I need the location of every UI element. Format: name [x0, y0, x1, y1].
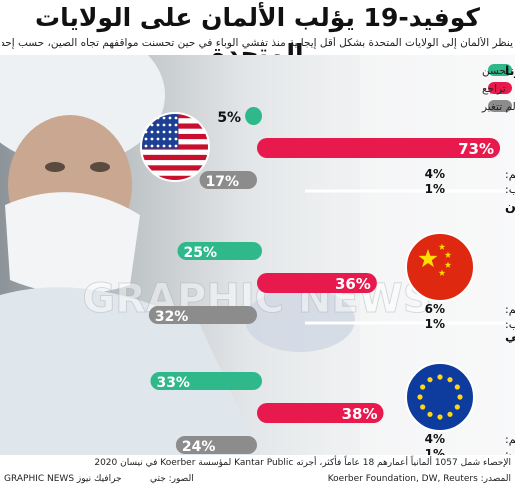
- china-flag: [405, 232, 475, 302]
- bar-worsened-label: 73%: [458, 140, 494, 158]
- legend-swatch-improved: [488, 64, 512, 76]
- legend-label-improved: تحسن: [482, 65, 509, 77]
- bar-improved: [150, 372, 262, 390]
- dont-know-label: لا أعلم:: [505, 302, 515, 316]
- group-title: رأيهم في الصين: [505, 197, 515, 213]
- bar-improved-label: 5%: [217, 110, 241, 126]
- bar-worsened: [257, 138, 501, 158]
- no-answer-value: 1%: [425, 447, 445, 455]
- bar-improved-label: 33%: [156, 375, 190, 391]
- bar-unchanged-label: 17%: [206, 174, 240, 190]
- background-photo: GRAPHIC NEWS تحسن تراجع لم تتغير رأيهم في ال…: [0, 55, 515, 455]
- eye-shape: [90, 162, 110, 172]
- usa-flag: [140, 112, 210, 182]
- page-title: كوفيد-19 يؤلب الألمان على الولايات المتح…: [35, 3, 480, 68]
- bar-improved: [245, 107, 262, 125]
- group-title: رأيهم في الولايات المتحدة بشأن أزمة فيرو…: [505, 62, 515, 78]
- bar-unchanged-label: 24%: [182, 439, 216, 455]
- bar-worsened: [257, 273, 377, 293]
- dont-know-label: لا أعلم:: [505, 432, 515, 446]
- group-title: رأيهم في الاتحاد الأوروبي: [505, 327, 515, 343]
- bar-unchanged-label: 32%: [155, 309, 189, 325]
- eu-flag: [405, 362, 475, 432]
- legend-label-worsened: تراجع: [482, 83, 506, 95]
- bar-unchanged: [148, 306, 257, 324]
- chart-svg: GRAPHIC NEWS تحسن تراجع لم تتغير رأيهم في ال…: [82, 62, 515, 455]
- footer-source: المصدر: Koerber Foundation, DW, Reuters: [327, 474, 511, 484]
- lab-worker-photo: [0, 55, 515, 455]
- no-answer-value: 1%: [425, 182, 445, 196]
- page-subtitle: ينظر الألمان إلى الولايات المتحدة بشكل أ…: [2, 37, 513, 49]
- no-answer-label: لا جواب:: [505, 318, 515, 331]
- bar-improved: [177, 242, 262, 260]
- legend-swatch-unchanged: [488, 100, 512, 112]
- bar-unchanged: [199, 171, 257, 189]
- legend-label-unchanged: لم تتغير: [481, 101, 515, 113]
- dont-know-value: 6%: [425, 302, 445, 316]
- bar-unchanged: [175, 436, 257, 454]
- bar-worsened: [257, 403, 384, 423]
- bar-worsened-label: 38%: [342, 405, 378, 423]
- dont-know-value: 4%: [425, 432, 445, 446]
- legend-swatch-worsened: [488, 82, 512, 94]
- footer-note: الإحصاء شمل 1057 ألمانياً أعمارهم 18 عام…: [94, 458, 511, 468]
- bar-improved-label: 25%: [184, 245, 218, 261]
- mask-shape: [5, 192, 140, 294]
- no-answer-label: لا جواب:: [505, 448, 515, 455]
- no-answer-value: 1%: [425, 317, 445, 331]
- dont-know-value: 4%: [425, 167, 445, 181]
- footer-photo-credit: الصور: جتي: [150, 474, 194, 484]
- watermark-text: GRAPHIC NEWS: [82, 276, 431, 322]
- no-answer-label: لا جواب:: [505, 183, 515, 196]
- eye-shape: [45, 162, 65, 172]
- dont-know-label: لا أعلم:: [505, 167, 515, 181]
- lab-gown-shape: [0, 287, 260, 455]
- bar-worsened-label: 36%: [335, 275, 371, 293]
- footer-brand: GRAPHIC NEWS جرافيك نيوز: [4, 474, 122, 484]
- glove-shape: [245, 288, 355, 352]
